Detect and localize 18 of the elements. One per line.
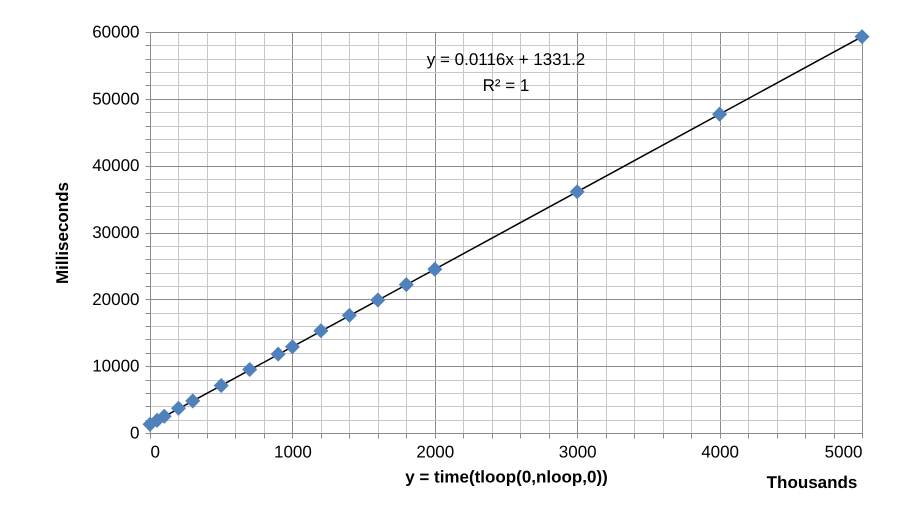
y-tick-label: 30000 — [92, 223, 140, 242]
x-tick-label: 4000 — [701, 442, 740, 462]
x-tick-label: 3000 — [558, 442, 597, 462]
y-tick-label: 0 — [130, 424, 140, 442]
x-tick-label: 0 — [150, 442, 160, 462]
x-axis-title: y = time(tloop(0,nloop,0)) — [405, 468, 608, 486]
x-tick-label: 2000 — [416, 442, 454, 462]
y-tick-label: 20000 — [92, 290, 140, 309]
y-tick-label: 10000 — [92, 356, 140, 376]
y-axis-title: Milliseconds — [53, 182, 72, 284]
y-tick-label: 60000 — [92, 22, 140, 42]
y-tick-label: 50000 — [92, 89, 140, 108]
x-tick-label: 1000 — [274, 442, 312, 462]
annotation: R² = 1 — [482, 76, 530, 96]
annotation: y = 0.0116x + 1331.2 — [426, 50, 586, 70]
y-tick-label: 40000 — [92, 156, 140, 176]
text: Thousands — [766, 473, 858, 492]
x-tick-label: 5000 — [824, 442, 862, 462]
